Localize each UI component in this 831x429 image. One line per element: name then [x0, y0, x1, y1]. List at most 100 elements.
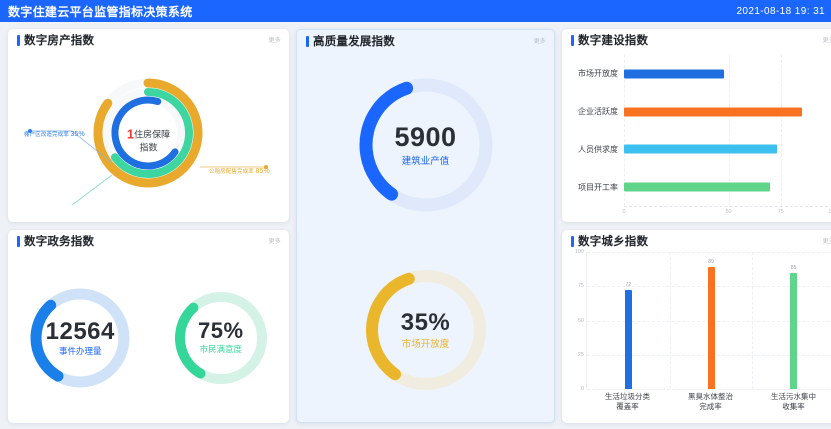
- accent-bar-icon: [571, 235, 574, 247]
- bar-track: [624, 131, 831, 169]
- card-title: 高质量发展指数: [313, 36, 395, 48]
- gauge-market-openness: 35% 市场开放度: [297, 237, 554, 422]
- x-category-label: 黑臭水体整治 完成率: [688, 392, 733, 412]
- gauge-label: 建筑业产值: [401, 156, 450, 168]
- more-link[interactable]: 更多: [822, 239, 831, 245]
- y-tick-label: 0: [580, 386, 584, 392]
- x-tick-label: 100: [828, 209, 831, 215]
- bar-category-label: 项目开工率: [578, 182, 618, 192]
- bar-slot: 85: [752, 252, 831, 389]
- gauge-value: 12564: [45, 317, 115, 345]
- more-link[interactable]: 更多: [533, 39, 546, 45]
- bar-row: 市场开放度: [568, 55, 831, 93]
- bar-value-label: 89: [708, 259, 714, 266]
- bar-fill: [624, 182, 771, 192]
- x-category-label: 生活污水集中 收集率: [771, 392, 816, 412]
- x-axis-categories: 生活垃圾分类 覆盖率 黑臭水体整治 完成率 生活污水集中 收集率: [586, 389, 831, 421]
- gauge-label: 市场开放度: [401, 339, 450, 351]
- gauge-center-label: 75% 市民满意度: [169, 317, 273, 356]
- x-tick-label: 0: [622, 209, 626, 215]
- bar-column: 72: [624, 282, 632, 389]
- bar-column: 85: [790, 265, 798, 389]
- gauge-value: 35%: [400, 309, 451, 337]
- bar-row: 企业活跃度: [568, 93, 831, 131]
- x-tick-label: 50: [725, 209, 732, 215]
- ring-center-line2: 指数: [139, 142, 158, 153]
- x-axis: 0 50 75 100: [568, 206, 831, 220]
- y-tick-label: 25: [577, 351, 584, 358]
- bar-rows: 市场开放度企业活跃度人员供求度项目开工率: [568, 55, 831, 206]
- gauge-satisfaction: 75% 市民满意度: [169, 286, 273, 390]
- card-header: 数字政务指数 更多: [8, 230, 289, 252]
- gauge-label: 事件办理量: [58, 345, 102, 356]
- urbanrural-column-chart: 0 25 50 75 100 72 89 85 生活垃圾分类 覆盖率 黑臭水体整治 完成率 生活污水…: [566, 249, 831, 421]
- donut-svg: [359, 78, 492, 211]
- left-column: 数字房产指数 更多: [8, 29, 289, 423]
- bar-column: 89: [707, 259, 715, 389]
- plot-area: 0 25 50 75 100 72 89 85: [566, 249, 831, 392]
- x-category-label: 生活垃圾分类 覆盖率: [605, 392, 650, 412]
- card-header: 高质量发展指数 更多: [297, 30, 554, 52]
- gauge-cases: 12564 事件办理量: [24, 282, 136, 394]
- y-tick-label: 100: [574, 249, 584, 255]
- card-urbanrural-index: 数字城乡指数 更多 0 25 50 75 100 72 89 85: [562, 230, 831, 423]
- y-axis: 0 25 50 75 100: [566, 249, 586, 392]
- y-tick-label: 75: [577, 283, 584, 290]
- more-link[interactable]: 更多: [268, 38, 281, 44]
- card-quality-development-index: 高质量发展指数 更多 5900 建筑业产值: [296, 29, 555, 423]
- bar-value-label: 85: [790, 264, 797, 271]
- app-header: 数字住建云平台监管指标决策系统 2021-08-18 19: 31: [0, 0, 831, 22]
- accent-bar-icon: [571, 34, 574, 46]
- x-tick-label: 75: [777, 209, 784, 215]
- card-body: 5900 建筑业产值 35% 市场开放度: [297, 52, 554, 422]
- bar-track: [624, 168, 831, 206]
- gridline: [752, 252, 754, 389]
- bar-slot: 72: [587, 252, 670, 389]
- bar-track: [624, 93, 831, 131]
- more-link[interactable]: 更多: [268, 239, 281, 245]
- x-axis: 生活垃圾分类 覆盖率 黑臭水体整治 完成率 生活污水集中 收集率: [566, 389, 831, 421]
- accent-bar-icon: [306, 35, 309, 47]
- dashboard-body: 数字房产指数 更多: [0, 22, 831, 429]
- bar-row: 项目开工率: [568, 168, 831, 206]
- card-body: 1住房保障 指数 棚户区改造完成率 35% 公租房配售完成率 85% 危房改造完…: [8, 51, 289, 222]
- gauge-center-label: 5900 建筑业产值: [394, 120, 456, 168]
- callout-public-housing: 公租房配售完成率 85%: [209, 168, 270, 175]
- bar-category-label: 人员供求度: [578, 144, 618, 154]
- y-tick-label: 50: [577, 317, 584, 324]
- gauge-value: 5900: [394, 122, 457, 153]
- bar-slot: 89: [670, 252, 753, 389]
- ring-center-number: 1: [126, 126, 135, 142]
- gridline: [587, 389, 831, 390]
- more-link[interactable]: 更多: [822, 38, 831, 44]
- multi-ring-donut-svg: [28, 78, 268, 205]
- bar-category-label: 企业活跃度: [578, 107, 618, 117]
- header-datetime: 2021-08-18 19: 31: [736, 5, 825, 17]
- property-rings-chart: 1住房保障 指数 棚户区改造完成率 35% 公租房配售完成率 85% 危房改造完…: [8, 51, 289, 222]
- gridline: [669, 252, 671, 389]
- card-body: 0 25 50 75 100 72 89 85 生活垃圾分类 覆盖率 黑臭水体整治 完成率 生活污水…: [562, 249, 831, 423]
- gauge-center-label: 35% 市场开放度: [401, 307, 451, 352]
- donut-svg: [365, 269, 486, 390]
- bar-value-label: 72: [625, 282, 632, 289]
- bar-category-label: 市场开放度: [578, 69, 618, 79]
- ring-center-label: 1住房保障 指数: [112, 126, 186, 154]
- middle-column: 高质量发展指数 更多 5900 建筑业产值: [296, 29, 555, 423]
- card-header: 数字房产指数 更多: [8, 29, 289, 51]
- bar-fill: [624, 144, 777, 154]
- donut-svg: [30, 288, 130, 387]
- x-axis-ticks: 0 50 75 100: [622, 206, 831, 220]
- app-title: 数字住建云平台监管指标决策系统: [8, 4, 193, 19]
- bar-row: 人员供求度: [568, 131, 831, 169]
- gauge-center-label: 12564 事件办理量: [24, 316, 136, 357]
- bar-fill: [624, 107, 802, 117]
- accent-bar-icon: [17, 34, 20, 46]
- gauge-construction-output: 5900 建筑业产值: [297, 52, 554, 237]
- bar-columns: 72 89 85: [587, 252, 831, 389]
- bar-track: [624, 55, 831, 93]
